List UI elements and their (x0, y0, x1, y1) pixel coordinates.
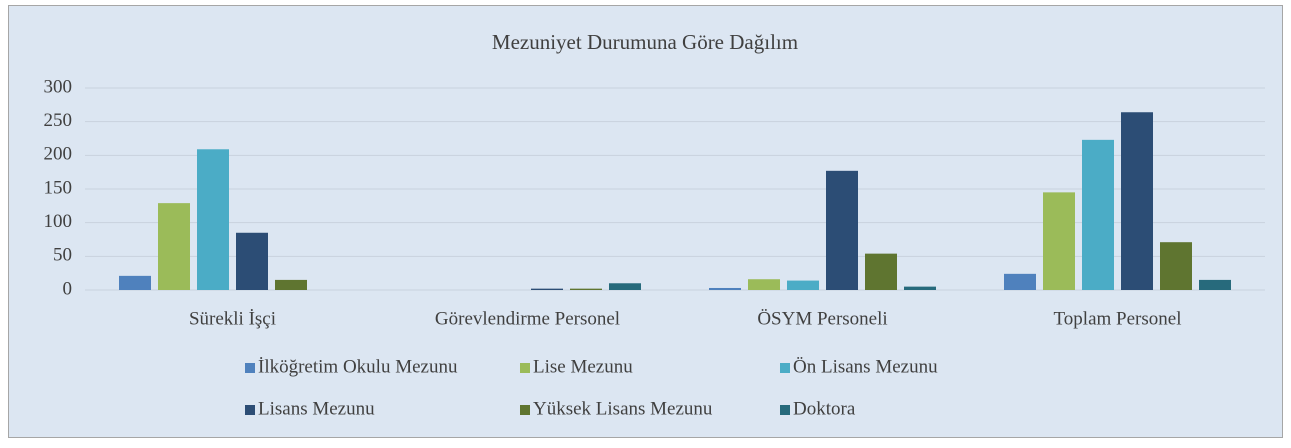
bar (1199, 279, 1231, 290)
legend-label: Doktora (793, 398, 856, 419)
bar (236, 232, 268, 290)
bar (609, 283, 641, 290)
bar (1121, 112, 1153, 291)
y-tick-label: 100 (44, 211, 73, 232)
bar (826, 170, 858, 290)
legend-label: İlköğretim Okulu Mezunu (258, 356, 458, 377)
legend-swatch (520, 363, 530, 373)
bar (531, 288, 563, 290)
legend-label: Ön Lisans Mezunu (793, 356, 938, 377)
legend-label: Lisans Mezunu (258, 398, 375, 419)
bar (275, 279, 307, 290)
bar (1004, 273, 1036, 290)
bar (1082, 139, 1114, 290)
x-tick-label: Görevlendirme Personel (435, 308, 620, 329)
bar (709, 287, 741, 290)
x-tick-label: Toplam Personel (1054, 308, 1182, 329)
bar (748, 279, 780, 290)
bar (1043, 192, 1075, 290)
bar (865, 253, 897, 290)
bar (197, 149, 229, 290)
legend-swatch (245, 363, 255, 373)
bar (1160, 242, 1192, 290)
y-tick-label: 300 (44, 76, 73, 97)
bar (787, 280, 819, 290)
legend-swatch (780, 405, 790, 415)
legend-label: Yüksek Lisans Mezunu (533, 398, 713, 419)
bar (904, 286, 936, 290)
legend-swatch (780, 363, 790, 373)
y-tick-label: 250 (44, 110, 73, 131)
y-tick-label: 0 (63, 278, 73, 299)
x-tick-label: Sürekli İşçi (189, 308, 276, 329)
bar (158, 203, 190, 290)
bar (119, 275, 151, 290)
legend-swatch (245, 405, 255, 415)
y-tick-label: 50 (53, 245, 72, 266)
y-tick-label: 200 (44, 144, 73, 165)
bar (570, 288, 602, 290)
x-tick-label: ÖSYM Personeli (757, 308, 887, 329)
legend-label: Lise Mezunu (533, 356, 633, 377)
chart-title: Mezuniyet Durumuna Göre Dağılım (492, 30, 798, 54)
y-tick-label: 150 (44, 177, 73, 198)
legend-swatch (520, 405, 530, 415)
